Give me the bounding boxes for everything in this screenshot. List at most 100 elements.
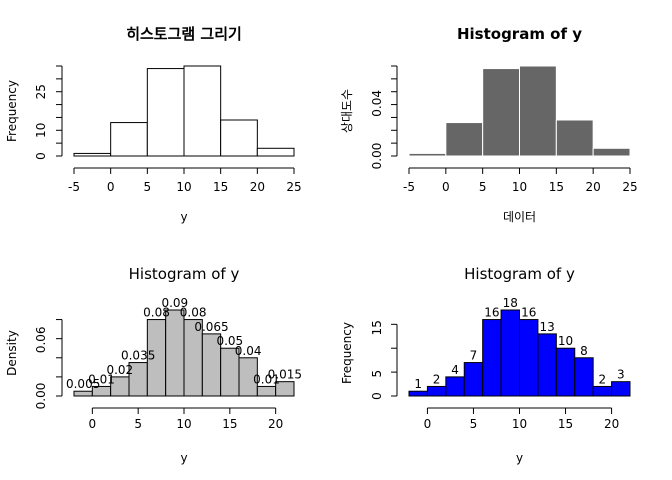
data-label: 0.05 <box>216 334 243 348</box>
histogram-bar <box>611 381 631 397</box>
y-tick-label: 0.00 <box>34 383 48 410</box>
histogram-bar <box>463 362 484 397</box>
x-tick-label: 0 <box>89 417 97 431</box>
histogram-bar <box>537 333 557 397</box>
x-axis-label: y <box>516 451 523 465</box>
y-tick-label: 25 <box>34 84 48 99</box>
histogram-bar <box>482 68 521 157</box>
chart-panel-1: 히스토그램 그리기 -5 0 5 10 15 20 25 y 0 10 25 Frequency <box>5 25 302 224</box>
x-axis-label: 데이터 <box>503 210 536 224</box>
x-tick-label: 20 <box>268 417 283 431</box>
x-tick-label: 15 <box>213 180 228 194</box>
histogram-bar <box>408 390 428 397</box>
chart-panel-2: Histogram of y -5 0 5 10 15 20 25 데이터 0.00 0.04 상대도… <box>340 25 638 224</box>
x-tick-label: 15 <box>558 417 573 431</box>
histogram-bar <box>482 319 502 397</box>
histogram-bar <box>238 357 258 397</box>
data-label: 16 <box>484 306 499 320</box>
histogram-bar <box>574 357 594 397</box>
data-label: 0.08 <box>180 306 207 320</box>
histogram-bar <box>519 65 557 157</box>
x-tick-label: 5 <box>134 417 142 431</box>
data-label: 2 <box>433 372 441 386</box>
chart-title: Histogram of y <box>129 265 240 283</box>
data-label: 0.04 <box>235 344 262 358</box>
data-label: 0.01 <box>88 372 115 386</box>
x-tick-label: 0 <box>442 180 450 194</box>
x-tick-label: 15 <box>222 417 237 431</box>
y-tick-label: 0 <box>370 392 384 400</box>
x-tick-label: 0 <box>107 180 115 194</box>
x-tick-label: 10 <box>176 180 191 194</box>
y-axis-label: Frequency <box>5 80 19 142</box>
data-label: 0.09 <box>161 296 188 310</box>
y-axis-label: 상대도수 <box>340 89 354 133</box>
data-label: 16 <box>521 306 536 320</box>
histogram-bar <box>146 68 185 157</box>
histogram-bar <box>445 122 484 157</box>
x-tick-label: 20 <box>250 180 265 194</box>
histogram-bar <box>408 152 447 157</box>
x-tick-label: 10 <box>512 180 527 194</box>
x-axis-label: y <box>180 451 187 465</box>
histogram-bar <box>275 381 295 397</box>
histogram-bar <box>165 309 185 397</box>
x-tick-label: -5 <box>68 180 80 194</box>
y-tick-label: 0.04 <box>370 90 384 117</box>
chart-title: 히스토그램 그리기 <box>126 25 242 43</box>
histogram-bar <box>256 147 295 157</box>
data-label: 1 <box>414 377 422 391</box>
y-tick-label: 15 <box>370 320 384 335</box>
data-label: 8 <box>580 344 588 358</box>
histogram-bar <box>426 385 447 397</box>
data-label: 2 <box>599 372 607 386</box>
histogram-bar <box>445 376 465 397</box>
data-label: 0.035 <box>121 349 155 363</box>
histogram-bar <box>519 319 539 397</box>
y-axis-label: Frequency <box>340 322 354 384</box>
x-axis-label: y <box>180 210 187 224</box>
data-label: 0.065 <box>194 320 228 334</box>
y-tick-label: 0 <box>34 152 48 160</box>
x-tick-label: 5 <box>479 180 487 194</box>
histogram-bar <box>183 65 222 157</box>
y-tick-label: 10 <box>34 123 48 138</box>
data-label: 10 <box>558 334 573 348</box>
chart-title: Histogram of y <box>464 265 575 283</box>
y-tick-label: 5 <box>370 370 384 378</box>
data-label: 3 <box>617 368 625 382</box>
data-label: 0.08 <box>143 306 170 320</box>
x-tick-label: 25 <box>286 180 301 194</box>
chart-panel-3: Histogram of y0.0050.010.020.0350.080.09… <box>5 265 302 465</box>
histogram-bar <box>500 309 520 397</box>
histogram-bar <box>592 385 613 397</box>
histogram-bar <box>110 122 148 157</box>
histogram-bar <box>73 390 93 397</box>
data-label: 0.02 <box>106 363 133 377</box>
data-label: 0.015 <box>268 368 302 382</box>
x-tick-label: 5 <box>144 180 152 194</box>
x-tick-label: 20 <box>586 180 601 194</box>
data-label: 18 <box>503 296 518 310</box>
histogram-bar <box>256 385 277 397</box>
histogram-bar <box>220 119 258 157</box>
data-label: 0.005 <box>66 377 100 391</box>
y-tick-label: 0.06 <box>34 326 48 353</box>
x-tick-label: -5 <box>403 180 415 194</box>
histogram-bar <box>73 152 112 157</box>
data-label: 13 <box>539 320 554 334</box>
data-label: 0.01 <box>253 372 280 386</box>
y-tick-label: 0.00 <box>370 143 384 170</box>
x-tick-label: 10 <box>176 417 191 431</box>
x-tick-label: 0 <box>424 417 432 431</box>
x-tick-label: 5 <box>470 417 478 431</box>
data-label: 4 <box>451 363 459 377</box>
histogram-bar <box>555 347 576 397</box>
histogram-bar <box>592 147 631 157</box>
x-tick-label: 15 <box>549 180 564 194</box>
data-label: 7 <box>470 349 478 363</box>
x-tick-label: 25 <box>622 180 637 194</box>
chart-title: Histogram of y <box>457 25 582 43</box>
